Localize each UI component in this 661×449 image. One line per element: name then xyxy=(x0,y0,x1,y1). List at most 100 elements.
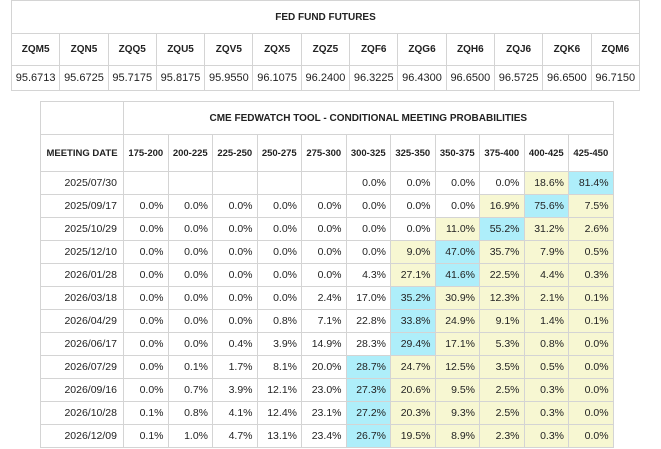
meeting-row: 2025/12/10 0.0% 0.0% 0.0% 0.0% 0.0% 0.0% 9.0% 47… xyxy=(40,240,614,264)
probability-cell: 35.2% xyxy=(390,286,436,310)
probability-cell: 20.0% xyxy=(301,355,347,379)
probability-cell: 0.0% xyxy=(167,217,213,241)
futures-price-zqm5: 95.6713 xyxy=(10,65,61,91)
probability-cell: 35.7% xyxy=(479,240,525,264)
probability-cell: 0.0% xyxy=(167,194,213,218)
probability-cell: 5.3% xyxy=(479,332,525,356)
probability-cell: 27.1% xyxy=(390,263,436,287)
probability-cell: 23.1% xyxy=(301,401,347,425)
probability-cell: 4.3% xyxy=(345,263,391,287)
probability-cell: 0.0% xyxy=(123,217,169,241)
probability-cell: 33.8% xyxy=(390,309,436,333)
probability-cell: 0.0% xyxy=(167,332,213,356)
futures-code-zqk6: ZQK6 xyxy=(542,33,592,66)
meeting-date-header: MEETING DATE xyxy=(40,134,124,172)
range-header-200-225: 200-225 xyxy=(167,134,213,172)
meeting-row: 2026/06/17 0.0% 0.0% 0.4% 3.9% 14.9% 28.3% 29.4… xyxy=(40,332,614,356)
probability-cell: 2.3% xyxy=(479,424,525,448)
futures-code-zqj6: ZQJ6 xyxy=(493,33,544,66)
probability-cell: 0.0% xyxy=(301,240,347,264)
probability-cell: 0.1% xyxy=(568,309,614,333)
probability-cell: 3.9% xyxy=(256,332,302,356)
probability-cell: 11.0% xyxy=(434,217,480,241)
probability-cell: 0.5% xyxy=(568,240,614,264)
probability-cell: 7.1% xyxy=(301,309,347,333)
range-header-225-250: 225-250 xyxy=(212,134,258,172)
futures-price-zqf6: 96.3225 xyxy=(349,65,399,91)
probability-cell: 20.3% xyxy=(390,401,436,425)
probability-cell: 0.0% xyxy=(167,286,213,310)
futures-price-zqm6: 96.7150 xyxy=(590,65,641,91)
probability-cell: 0.0% xyxy=(123,240,169,264)
futures-price-zqj6: 96.5725 xyxy=(493,65,544,91)
probability-cell: 0.0% xyxy=(123,332,169,356)
probability-cell: 24.7% xyxy=(390,355,436,379)
meeting-date: 2025/09/17 xyxy=(40,194,124,218)
probability-cell: 4.4% xyxy=(523,263,569,287)
probability-cell: 0.0% xyxy=(212,194,258,218)
futures-code-zqn5: ZQN5 xyxy=(59,33,109,66)
probability-cell: 12.3% xyxy=(479,286,525,310)
probability-cell: 23.4% xyxy=(301,424,347,448)
probability-cell: 0.0% xyxy=(479,171,525,195)
futures-code-zqg6: ZQG6 xyxy=(397,33,447,66)
probability-cell: 9.1% xyxy=(479,309,525,333)
probability-cell: 0.0% xyxy=(167,263,213,287)
probability-cell: 28.3% xyxy=(345,332,391,356)
range-header-300-325: 300-325 xyxy=(345,134,391,172)
probability-cell: 0.8% xyxy=(167,401,213,425)
probability-cell: 0.5% xyxy=(523,355,569,379)
probability-cell: 2.4% xyxy=(301,286,347,310)
probability-cell: 0.0% xyxy=(212,263,258,287)
probability-cell: 0.1% xyxy=(123,424,169,448)
futures-price-zqg6: 96.4300 xyxy=(397,65,447,91)
probability-cell: 8.1% xyxy=(256,355,302,379)
probability-cell: 0.0% xyxy=(123,194,169,218)
probability-cell: 75.6% xyxy=(523,194,569,218)
probability-cell: 18.6% xyxy=(523,171,569,195)
range-header-350-375: 350-375 xyxy=(434,134,480,172)
range-header-325-350: 325-350 xyxy=(390,134,436,172)
meeting-date: 2026/07/29 xyxy=(40,355,124,379)
futures-code-zqm5: ZQM5 xyxy=(10,33,61,66)
futures-code-zqf6: ZQF6 xyxy=(349,33,399,66)
probability-cell: 22.8% xyxy=(345,309,391,333)
probability-cell: 22.5% xyxy=(479,263,525,287)
probability-cell: 1.7% xyxy=(212,355,258,379)
futures-code-zqz5: ZQZ5 xyxy=(300,33,351,66)
meeting-date: 2026/03/18 xyxy=(40,286,124,310)
probability-cell: 0.0% xyxy=(434,171,480,195)
probability-cell: 0.0% xyxy=(345,217,391,241)
probability-cell: 16.9% xyxy=(479,194,525,218)
probability-cell: 1.4% xyxy=(523,309,569,333)
probability-cell xyxy=(212,171,258,195)
probability-cell: 20.6% xyxy=(390,378,436,402)
probability-cell: 3.9% xyxy=(212,378,258,402)
meeting-date: 2025/12/10 xyxy=(40,240,124,264)
probability-cell: 1.0% xyxy=(167,424,213,448)
fed-fund-futures-table: FED FUND FUTURES ZQM5 ZQN5 ZQQ5 ZQU5 ZQV5 ZQX… xyxy=(10,0,641,91)
probability-cell: 28.7% xyxy=(345,355,391,379)
meeting-probabilities-table: CME FEDWATCH TOOL - CONDITIONAL MEETING … xyxy=(40,101,614,448)
probability-cell: 26.7% xyxy=(345,424,391,448)
probability-cell: 2.5% xyxy=(479,401,525,425)
meeting-row: 2025/07/30 0.0% 0.0% 0.0% 0.0% 18.6% 81.4% xyxy=(40,171,614,195)
probability-cell: 12.5% xyxy=(434,355,480,379)
probability-cell: 0.0% xyxy=(212,309,258,333)
probability-cell: 0.1% xyxy=(123,401,169,425)
probability-cell: 12.1% xyxy=(256,378,302,402)
futures-code-zqh6: ZQH6 xyxy=(445,33,495,66)
probability-cell: 0.0% xyxy=(123,286,169,310)
futures-price-zqn5: 95.6725 xyxy=(59,65,109,91)
probability-cell: 0.3% xyxy=(523,378,569,402)
probability-cell: 0.4% xyxy=(212,332,258,356)
probability-cell: 13.1% xyxy=(256,424,302,448)
futures-code-zqq5: ZQQ5 xyxy=(107,33,157,66)
probability-cell: 41.6% xyxy=(434,263,480,287)
meeting-row: 2026/03/18 0.0% 0.0% 0.0% 0.0% 2.4% 17.0% 35.2%… xyxy=(40,286,614,310)
futures-price-zqz5: 96.2400 xyxy=(300,65,351,91)
range-header-250-275: 250-275 xyxy=(256,134,302,172)
meeting-row: 2026/07/29 0.0% 0.1% 1.7% 8.1% 20.0% 28.7% 24.7… xyxy=(40,355,614,379)
futures-prices-row: 95.6713 95.6725 95.7175 95.8175 95.9550 96.10… xyxy=(10,65,641,91)
meeting-date: 2026/06/17 xyxy=(40,332,124,356)
